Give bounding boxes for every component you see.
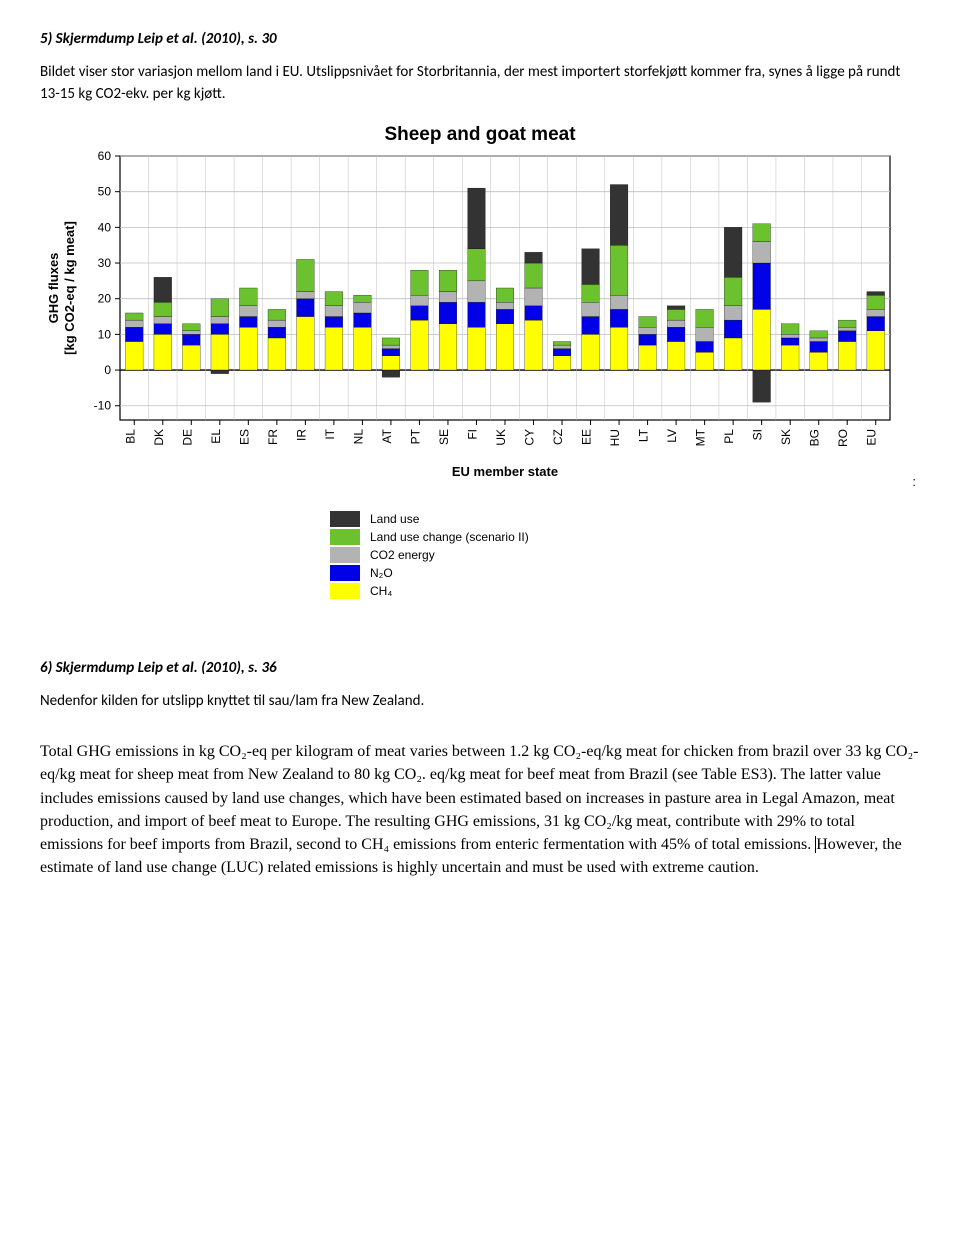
svg-text:60: 60 <box>98 150 112 163</box>
svg-text:RO: RO <box>836 429 850 447</box>
svg-text:10: 10 <box>98 327 112 341</box>
legend-label: Land use change (scenario II) <box>370 530 529 544</box>
svg-text:SE: SE <box>437 429 451 445</box>
legend-label: CH₄ <box>370 584 392 598</box>
svg-text:EU member state: EU member state <box>452 464 558 479</box>
svg-text:LV: LV <box>665 429 679 443</box>
legend-row-co2e: CO2 energy <box>330 547 920 563</box>
svg-text:IR: IR <box>294 428 308 440</box>
serif-text-before: Total GHG emissions in kg CO₂-eq per kil… <box>40 743 919 853</box>
svg-text:PT: PT <box>408 428 422 444</box>
svg-text:30: 30 <box>98 256 112 270</box>
legend-swatch <box>330 529 360 545</box>
svg-text:DE: DE <box>180 429 194 446</box>
chart-container: Sheep and goat meat -10 0 10 20 30 40 50 60 BL DK… <box>40 124 920 480</box>
chart-legend: Land use Land use change (scenario II) CO2… <box>330 511 920 599</box>
svg-text:20: 20 <box>98 291 112 305</box>
svg-text:BG: BG <box>808 429 822 446</box>
legend-row-ch4: CH₄ <box>330 583 920 599</box>
legend-row-lucII: Land use change (scenario II) <box>330 529 920 545</box>
svg-text:EU: EU <box>865 429 879 446</box>
svg-text:-10: -10 <box>94 398 112 412</box>
svg-text:SK: SK <box>779 429 793 445</box>
legend-swatch <box>330 565 360 581</box>
svg-text:PL: PL <box>722 428 736 443</box>
svg-text:[kg CO2-eq / kg meat]: [kg CO2-eq / kg meat] <box>62 221 77 355</box>
svg-text:50: 50 <box>98 184 112 198</box>
svg-text:EE: EE <box>580 429 594 445</box>
svg-text:IT: IT <box>323 428 337 439</box>
svg-text:SI: SI <box>751 429 765 440</box>
svg-text:DK: DK <box>152 429 166 446</box>
legend-row-landuse: Land use <box>330 511 920 527</box>
legend-row-n2o: N₂O <box>330 565 920 581</box>
svg-text:CZ: CZ <box>551 429 565 445</box>
svg-text:EL: EL <box>209 428 223 443</box>
section6-heading: 6) Skjermdump Leip et al. (2010), s. 36 <box>40 659 920 677</box>
svg-text:FI: FI <box>465 429 479 440</box>
svg-text:40: 40 <box>98 220 112 234</box>
legend-swatch <box>330 511 360 527</box>
svg-text:GHG fluxes: GHG fluxes <box>46 252 61 323</box>
svg-text:FR: FR <box>266 428 280 444</box>
svg-text:UK: UK <box>494 429 508 446</box>
svg-text:NL: NL <box>351 428 365 444</box>
svg-text:BL: BL <box>123 428 137 443</box>
legend-swatch <box>330 547 360 563</box>
serif-excerpt: Total GHG emissions in kg CO₂-eq per kil… <box>40 740 920 879</box>
section6-para: Nedenfor kilden for utslipp knyttet til … <box>40 691 920 713</box>
svg-text:LT: LT <box>637 428 651 442</box>
sheep-goat-chart: -10 0 10 20 30 40 50 60 BL DK DE EL ES FR IR IT NL AT PT SE… <box>40 150 900 480</box>
section5-para: Bildet viser stor variasjon mellom land … <box>40 62 920 106</box>
svg-text:HU: HU <box>608 429 622 446</box>
legend-swatch <box>330 583 360 599</box>
section5-heading: 5) Skjermdump Leip et al. (2010), s. 30 <box>40 30 920 48</box>
svg-text:MT: MT <box>694 428 708 446</box>
legend-label: Land use <box>370 512 419 526</box>
svg-text:0: 0 <box>104 363 111 377</box>
svg-text:AT: AT <box>380 428 394 443</box>
legend-label: CO2 energy <box>370 548 435 562</box>
chart-title: Sheep and goat meat <box>40 124 920 146</box>
svg-text:CY: CY <box>523 429 537 446</box>
svg-text:ES: ES <box>237 429 251 445</box>
legend-label: N₂O <box>370 566 393 580</box>
